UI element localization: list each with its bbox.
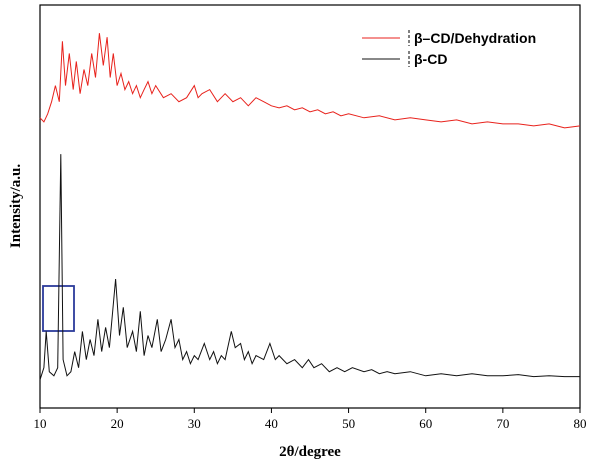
y-axis-label: Intensity/a.u. xyxy=(8,164,24,248)
legend-label: β–CD/Dehydration xyxy=(414,30,536,46)
x-tick-label: 70 xyxy=(496,416,509,431)
plot-frame xyxy=(39,4,581,409)
data-line xyxy=(39,154,580,380)
x-tick-label: 40 xyxy=(265,416,278,431)
legend-label: β-CD xyxy=(414,51,447,67)
x-tick-label: 60 xyxy=(419,416,432,431)
x-tick-label: 80 xyxy=(574,416,587,431)
x-tick-label: 50 xyxy=(342,416,355,431)
x-tick-label: 20 xyxy=(111,416,124,431)
x-tick-label: 10 xyxy=(34,416,47,431)
data-line xyxy=(39,33,581,129)
x-axis-label: 2θ/degree xyxy=(279,444,341,460)
x-tick-label: 30 xyxy=(188,416,201,431)
